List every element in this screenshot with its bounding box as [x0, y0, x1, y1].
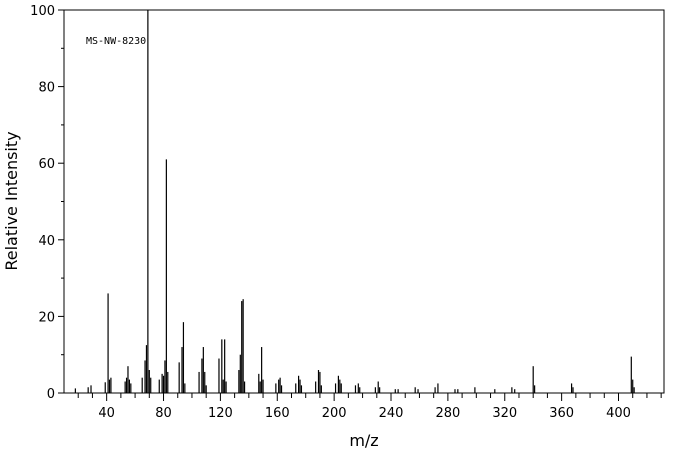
x-tick-label: 400 — [606, 406, 631, 421]
y-tick-label: 40 — [38, 234, 55, 249]
y-axis-title: Relative Intensity — [2, 131, 21, 270]
x-tick-label: 120 — [208, 406, 233, 421]
x-axis-title: m/z — [349, 431, 378, 450]
y-tick-label: 0 — [47, 387, 55, 402]
x-tick-label: 160 — [265, 406, 290, 421]
y-tick-label: 60 — [38, 157, 55, 172]
chart-annotation: MS-NW-8230 — [86, 36, 146, 47]
x-tick-label: 360 — [549, 406, 574, 421]
y-tick-label: 20 — [38, 310, 55, 325]
x-tick-label: 80 — [155, 406, 172, 421]
x-tick-label: 320 — [492, 406, 517, 421]
y-axis: 0 20 40 60 80 100 — [30, 4, 64, 402]
x-tick-label: 240 — [379, 406, 404, 421]
x-axis: 40 80 120 160 200 240 280 320 360 400 — [77, 393, 662, 421]
x-tick-label: 280 — [435, 406, 460, 421]
plot-frame — [63, 9, 665, 394]
y-tick-label: 80 — [38, 81, 55, 96]
y-tick-label: 100 — [30, 4, 55, 19]
x-tick-label: 200 — [322, 406, 347, 421]
x-tick-label: 40 — [98, 406, 115, 421]
spectrum-peaks — [74, 10, 635, 393]
